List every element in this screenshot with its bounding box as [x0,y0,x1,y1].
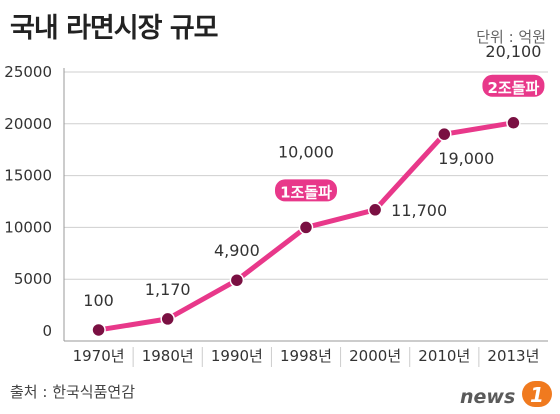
annotation-text: 1조돌파 [280,183,332,201]
data-point [437,126,452,142]
data-point [298,220,314,235]
x-tick-label: 1990년 [211,347,263,365]
data-point [367,202,383,218]
logo-mark-text: 1 [530,383,544,407]
x-tick-label: 1970년 [73,347,125,365]
x-tick-label: 2013년 [487,347,539,365]
annotation-badge [482,74,545,97]
data-label: 10,000 [278,142,334,161]
data-label: 100 [83,291,114,310]
unit-label: 단위 : 억원 [476,28,546,46]
data-point [91,322,106,338]
data-label: 11,700 [391,201,447,220]
data-point [506,115,521,131]
data-label: 1,170 [145,280,191,299]
data-point [229,272,245,288]
x-tick-label: 2000년 [349,347,401,365]
y-tick-label: 0 [42,322,52,340]
y-tick-label: 10000 [4,218,52,236]
data-label: 19,000 [438,149,494,168]
data-label: 20,100 [485,42,541,61]
annotation-text: 2조돌파 [488,79,540,97]
source-label: 출처 : 한국식품연감 [10,383,135,401]
logo-mark-icon [522,381,552,407]
x-tick-label: 2010년 [418,347,470,365]
y-tick-label: 5000 [14,270,52,288]
y-tick-label: 25000 [4,63,52,81]
data-point [160,311,175,327]
annotation-badge [275,179,337,202]
chart-title: 국내 라면시장 규모 [10,13,219,44]
y-tick-label: 15000 [4,167,52,185]
x-tick-label: 1980년 [142,347,194,365]
data-label: 4,900 [214,241,260,260]
x-tick-label: 1998년 [280,347,332,365]
news1-logo: news 1 [460,381,552,408]
logo-text: news [460,386,515,408]
y-tick-label: 20000 [4,115,52,133]
